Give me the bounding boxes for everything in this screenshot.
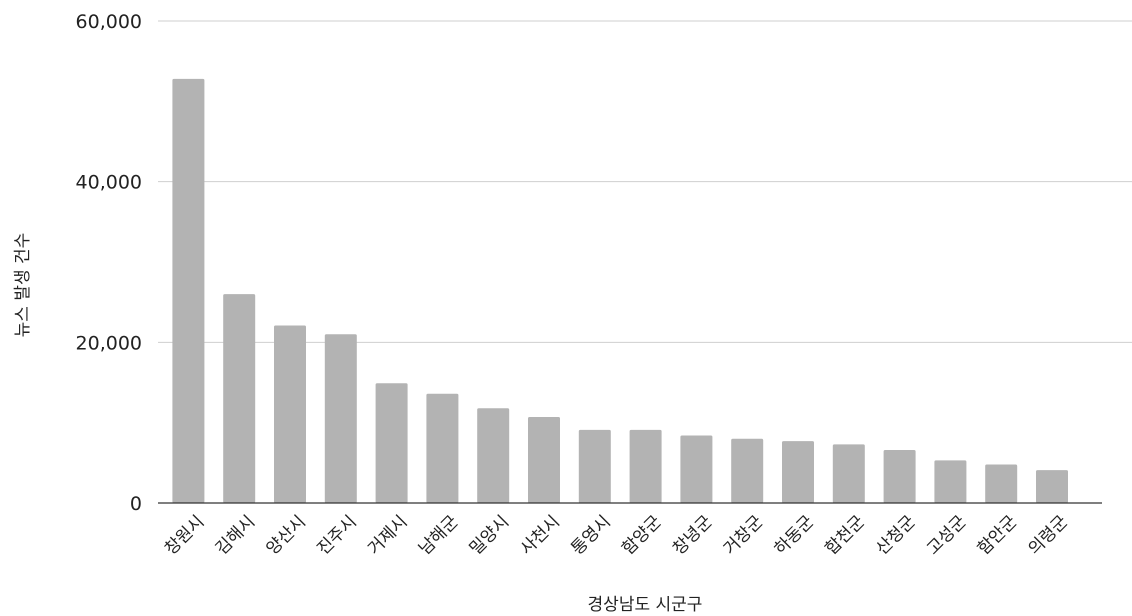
bar — [172, 78, 205, 503]
x-tick-label: 양산시 — [263, 512, 310, 559]
y-axis-ticks: 0 20,000 40,000 60,000 — [76, 11, 142, 515]
y-tick-label: 20,000 — [76, 332, 142, 354]
x-tick-label: 밀양시 — [466, 512, 513, 559]
x-tick-label: 김해시 — [212, 512, 259, 559]
bars — [172, 78, 1068, 503]
bar — [985, 464, 1018, 503]
bar — [274, 325, 306, 503]
x-tick-label: 거제시 — [364, 512, 411, 559]
x-tick-label: 창녕군 — [669, 512, 716, 559]
x-tick-label: 의령군 — [1025, 512, 1072, 559]
bar — [1036, 470, 1068, 503]
x-axis-title: 경상남도 시군구 — [588, 595, 703, 615]
x-tick-label: 산청군 — [872, 512, 919, 559]
y-tick-label: 0 — [130, 493, 142, 515]
x-tick-label: 고성군 — [923, 512, 970, 559]
bar — [528, 417, 560, 503]
bar — [680, 435, 713, 503]
x-tick-label: 남해군 — [415, 512, 462, 559]
x-tick-label: 함양군 — [618, 512, 665, 559]
x-tick-label: 함안군 — [974, 512, 1021, 559]
y-tick-label: 40,000 — [76, 172, 142, 194]
bar — [934, 460, 967, 503]
bar — [731, 438, 764, 503]
x-tick-label: 창원시 — [161, 512, 208, 559]
bar — [324, 334, 357, 503]
bar — [223, 294, 256, 503]
x-axis-labels: 창원시 김해시 양산시 진주시 거제시 남해군 밀양시 사천시 통영시 함양군 창녕군 거창군 하동군 합… — [161, 512, 1072, 559]
x-tick-label: 합천군 — [821, 512, 868, 559]
bar — [883, 449, 916, 503]
x-tick-label: 하동군 — [771, 512, 818, 559]
bar — [578, 429, 611, 503]
x-tick-label: 통영시 — [567, 512, 614, 559]
bar — [832, 444, 865, 503]
bar — [477, 408, 510, 503]
bar — [629, 429, 662, 503]
x-tick-label: 거창군 — [720, 512, 767, 559]
y-axis-title: 뉴스 발생 건수 — [13, 233, 33, 338]
bar — [426, 393, 459, 503]
bar — [782, 441, 814, 503]
gridlines — [158, 20, 1132, 343]
x-tick-label: 진주시 — [313, 512, 360, 559]
y-tick-label: 60,000 — [76, 11, 142, 33]
bar — [375, 383, 408, 503]
x-tick-label: 사천시 — [517, 512, 564, 559]
